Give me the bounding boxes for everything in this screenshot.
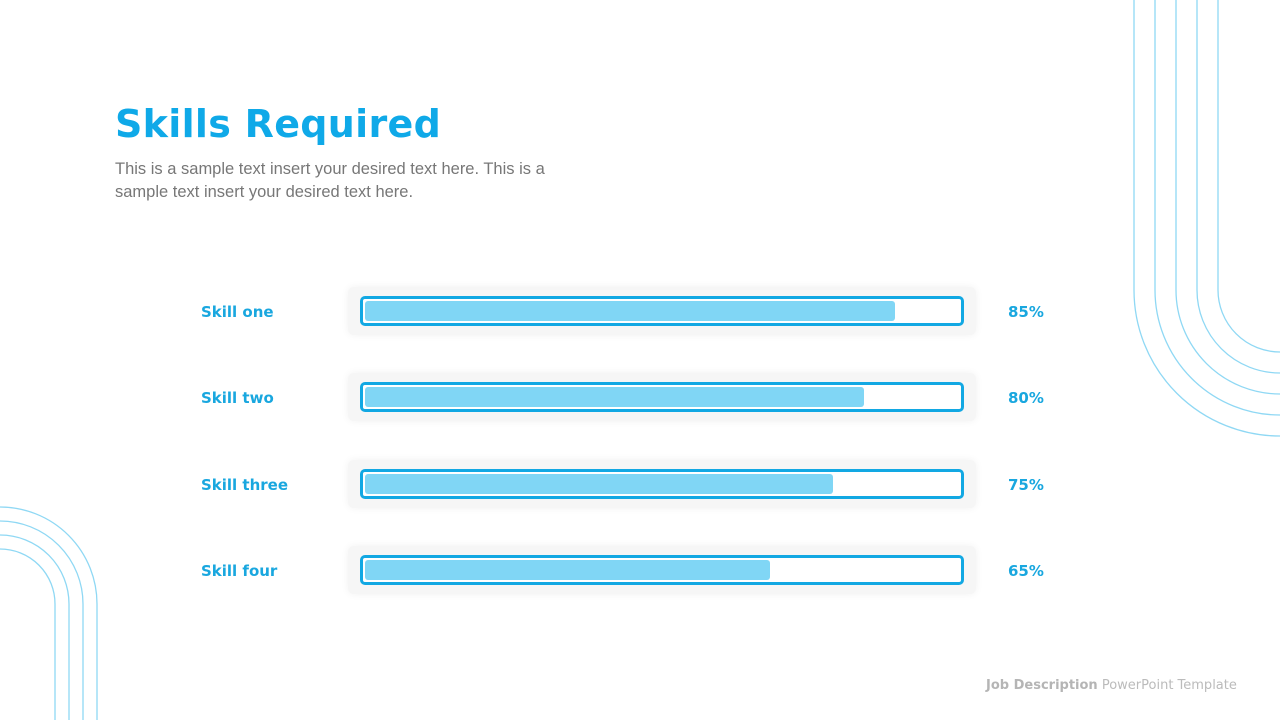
progress-fill (365, 387, 864, 407)
footer-rest: PowerPoint Template (1101, 678, 1237, 693)
progress-fill (365, 301, 896, 321)
progress-track (360, 382, 964, 412)
skill-row: Skill three 75% (0, 460, 1280, 508)
footer: Job Description PowerPoint Template (986, 678, 1237, 693)
progress-fill (365, 560, 771, 580)
skill-percent: 80% (1008, 389, 1044, 407)
skill-percent: 65% (1008, 562, 1044, 580)
skill-label: Skill two (201, 389, 274, 407)
arc-line (1133, 0, 1280, 437)
progress-track (360, 555, 964, 585)
progress-fill (365, 474, 833, 494)
skill-percent: 85% (1008, 303, 1044, 321)
arc-line (1217, 0, 1280, 353)
skill-row: Skill four 65% (0, 546, 1280, 594)
arc-line (1175, 0, 1280, 395)
skill-percent: 75% (1008, 476, 1044, 494)
arc-line (0, 534, 70, 720)
arc-line (0, 548, 56, 720)
arc-line (0, 506, 98, 720)
skill-row: Skill one 85% (0, 287, 1280, 335)
arc-line (0, 520, 84, 720)
arc-line (1196, 0, 1280, 374)
page-title: Skills Required (115, 102, 442, 146)
arc-line (1154, 0, 1280, 416)
skill-label: Skill one (201, 303, 274, 321)
skill-row: Skill two 80% (0, 373, 1280, 421)
progress-track (360, 296, 964, 326)
skill-label: Skill three (201, 476, 289, 494)
footer-bold: Job Description (986, 678, 1098, 693)
skill-label: Skill four (201, 562, 278, 580)
page-subtitle: This is a sample text insert your desire… (115, 160, 545, 201)
progress-track (360, 469, 964, 499)
